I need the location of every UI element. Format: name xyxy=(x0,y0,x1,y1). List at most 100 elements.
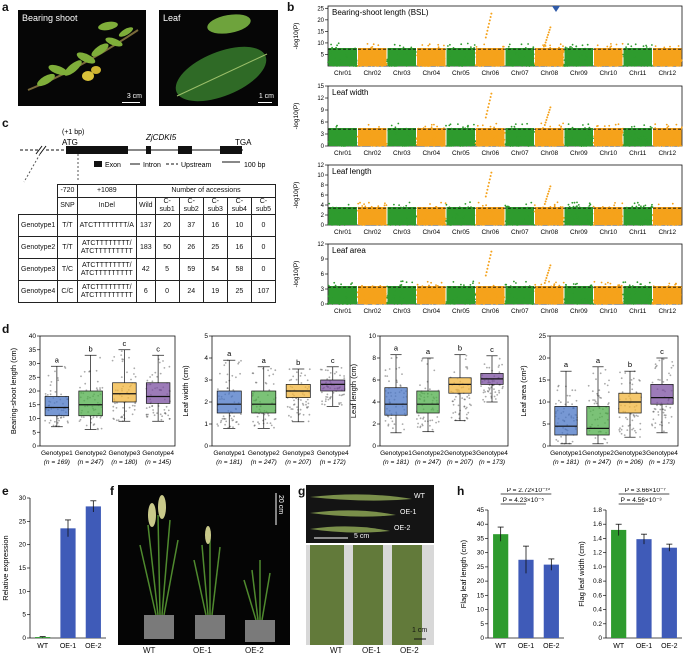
snp-point xyxy=(366,62,369,64)
count-cell: 0 xyxy=(154,280,180,303)
snp-point xyxy=(329,301,332,304)
snp-point xyxy=(669,131,671,134)
snp-point xyxy=(359,201,361,204)
snp-point xyxy=(592,205,595,208)
snp-point xyxy=(610,294,613,297)
snp-point xyxy=(446,144,449,147)
snp-point xyxy=(449,54,452,57)
snp-point xyxy=(475,52,477,54)
snp-point xyxy=(438,216,441,218)
data-point xyxy=(453,398,456,401)
snp-point xyxy=(342,145,345,147)
snp-point xyxy=(647,300,649,303)
snp-point xyxy=(647,64,650,67)
snp-point xyxy=(361,141,364,144)
plot-frame xyxy=(211,335,351,447)
data-point xyxy=(571,403,573,406)
snp-point xyxy=(602,136,605,139)
snp-point xyxy=(671,142,673,144)
snp-point xyxy=(571,126,574,129)
snp-point xyxy=(572,291,574,294)
snp-point xyxy=(434,291,436,294)
data-point xyxy=(621,391,624,394)
snp-point xyxy=(433,145,435,147)
snp-point xyxy=(439,302,441,305)
snp-point xyxy=(485,63,487,66)
snp-point xyxy=(672,136,675,139)
plot-frame xyxy=(549,335,679,447)
snp-point xyxy=(437,46,440,49)
data-point xyxy=(224,362,227,364)
peak-point xyxy=(487,185,490,188)
snp-point xyxy=(329,53,332,56)
ytick-label: 2 xyxy=(372,421,376,428)
snp-point xyxy=(508,209,510,212)
snp-point xyxy=(656,53,658,56)
snp-point xyxy=(385,63,388,65)
data-point xyxy=(384,375,387,377)
snp-point xyxy=(608,57,610,60)
snp-point xyxy=(603,209,606,211)
data-point xyxy=(620,377,623,380)
snp-point xyxy=(569,53,572,55)
snp-point xyxy=(477,294,480,297)
snp-point xyxy=(607,53,609,55)
snp-point xyxy=(330,144,332,146)
box xyxy=(618,392,642,414)
snp-point xyxy=(328,202,331,205)
snp-point xyxy=(424,219,427,222)
snp-point xyxy=(359,218,362,221)
snp-point xyxy=(430,281,432,284)
snp-point xyxy=(425,214,428,217)
ylabel: Leaf area (cm²) xyxy=(519,365,528,417)
snp-point xyxy=(380,218,383,221)
snp-point xyxy=(555,63,558,65)
snp-point xyxy=(429,203,431,205)
snp-point xyxy=(507,64,509,67)
data-point xyxy=(557,385,560,388)
snp-point xyxy=(609,136,612,139)
data-point xyxy=(292,375,295,378)
snp-point xyxy=(386,285,389,288)
snp-point xyxy=(338,224,341,226)
snp-point xyxy=(369,223,371,226)
data-point xyxy=(651,381,654,384)
snp-point xyxy=(532,140,534,143)
data-point xyxy=(159,372,162,375)
data-point xyxy=(455,395,457,398)
snp-point xyxy=(552,54,555,57)
snp-point xyxy=(490,144,493,147)
snp-point xyxy=(646,224,649,226)
snp-point xyxy=(565,223,568,226)
snp-point xyxy=(654,64,657,67)
hdr-snp: SNP xyxy=(57,197,78,215)
snp-point xyxy=(509,218,512,221)
ytick-label: 1.4 xyxy=(593,535,602,542)
snp-point xyxy=(445,124,447,127)
snp-point xyxy=(644,223,647,226)
snp-point xyxy=(355,60,358,62)
peak-point xyxy=(549,106,552,109)
snp-point xyxy=(418,65,421,67)
data-point xyxy=(217,388,219,390)
data-point xyxy=(273,426,275,429)
data-point xyxy=(652,410,655,413)
data-point xyxy=(390,357,393,359)
data-point xyxy=(631,419,634,422)
data-point xyxy=(321,368,323,371)
snp-point xyxy=(561,296,564,298)
snp-point xyxy=(558,55,561,58)
snp-point xyxy=(674,60,676,63)
indel-line2: ATCTTTTTTTTT xyxy=(80,291,133,299)
snp-point xyxy=(424,300,426,303)
snp-point xyxy=(482,210,485,212)
snp-point xyxy=(366,221,369,224)
data-point xyxy=(632,377,635,380)
data-point xyxy=(254,381,257,384)
group-label: Genotype4 xyxy=(317,450,349,457)
snp-point xyxy=(467,301,469,304)
peak-point xyxy=(487,26,490,29)
peak-point xyxy=(545,277,548,279)
chrom-label: Chr12 xyxy=(658,308,676,315)
count-cell: 58 xyxy=(226,258,252,281)
